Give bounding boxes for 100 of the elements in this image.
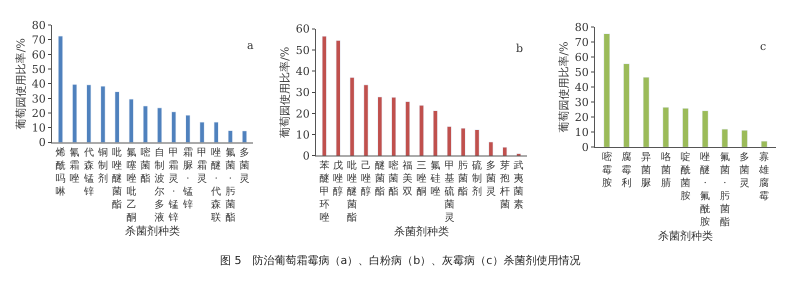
y-tick-label: 70 [32,34,46,47]
y-tick-label: 80 [32,18,46,32]
x-tick-label: 甲霜灵·锰锌 [168,147,179,224]
bar [682,108,689,148]
bar [623,64,630,148]
y-tick-label: 60 [296,22,310,36]
bar [662,107,670,148]
x-tick-label: 氟菌·肟菌酯 [225,147,236,224]
x-tick-label: 烯酰吗啉 [55,146,66,198]
x-tick-label: 寡雄腐霉 [758,151,770,202]
bar [322,36,327,156]
x-tick-label: 嘧霉胺 [602,151,612,190]
bar [419,105,424,156]
bar [128,98,134,142]
x-tick-label: 代森锰锌 [82,147,94,198]
y-tick-label: 0 [582,141,589,154]
x-tick-label: 多菌灵 [740,151,750,190]
bar [433,110,438,156]
y-tick-label: 30 [574,96,589,109]
bar [702,110,708,148]
bar [171,112,176,142]
x-tick-label: 氟菌·肟菌酯 [720,152,730,228]
y-tick-label: 0 [302,150,310,163]
y-tick-label: 20 [574,110,589,124]
annotation: c [760,40,766,53]
x-tick-label: 三唑酮 [416,160,426,198]
caption: 图 5 防治葡萄霜霉病（a）、白粉病（b）、灰霉病（c）杀菌剂使用情况 [220,254,580,267]
x-tick-label: 福美双 [402,160,413,198]
bar [446,126,452,156]
x-tick-label: 嘧菌酯 [140,146,150,184]
bar [474,129,480,156]
bar [760,140,768,148]
x-tick-label: 戊唑醇 [333,160,344,198]
bar [200,122,204,142]
y-tick-label: 40 [296,65,310,78]
y-tick-label: 80 [574,20,589,34]
x-tick-label: 氰霜唑 [70,147,80,184]
bar [336,40,341,156]
y-tick-label: 70 [574,36,589,49]
y-tick-label: 40 [32,78,46,91]
bar [242,130,247,142]
x-tick-label: 唑醚·氟酰胺 [700,151,710,228]
bar [460,128,466,156]
bar [86,84,92,142]
bar [488,142,494,156]
y-tick-label: 10 [296,128,310,142]
bar [157,108,162,142]
y-tick-label: 40 [574,80,589,94]
y-axis-title: 葡萄园使用比率/% [14,38,28,130]
bar [405,101,410,156]
bar [502,147,508,156]
bar [350,77,354,156]
y-tick-label: 50 [32,62,46,76]
y-tick-label: 60 [32,48,46,62]
y-tick-label: 0 [38,136,46,150]
x-tick-label: 咯菌腈 [660,152,671,190]
x-tick-label: 硫制剂 [472,160,482,198]
bar [186,115,190,142]
bar [72,84,78,142]
y-axis-title: 葡萄园使用比率/% [557,41,570,133]
x-tick-label: 己唑醇 [360,160,371,198]
x-tick-label: 嘧菌酯 [388,160,399,198]
x-tick-label: 铜制剂 [96,147,108,184]
bar [378,96,382,156]
x-tick-label: 甲霜灵 [197,147,208,184]
x-tick-label: 异菌脲 [641,152,652,190]
x-tick-label: 啶酰菌胺 [680,151,690,202]
x-tick-label: 肟菌酯 [458,160,468,198]
bar [722,128,728,148]
x-tick-label: 甲基硫菌灵 [444,160,454,224]
x-tick-label: 氟硅唑 [429,160,440,198]
bar [214,122,219,142]
y-tick-label: 60 [574,50,589,64]
bar [58,36,63,142]
x-tick-label: 苯醚甲环唑 [319,160,330,224]
y-tick-label: 30 [296,86,310,100]
x-tick-label: 芽孢杆菌 [498,160,510,211]
x-axis-title: 杀菌剂种类 [394,224,449,238]
bar [604,33,610,148]
x-axis-title: 杀菌剂种类 [658,229,713,242]
y-tick-label: 50 [296,44,310,57]
bar [228,130,233,142]
bar [143,106,148,142]
x-tick-label: 腐霉利 [621,151,632,190]
bar [114,92,120,142]
x-tick-label: 多菌灵 [240,146,250,184]
x-tick-label: 氟噻唑吡乙酮 [126,147,136,224]
x-tick-label: 醚菌酯 [374,160,385,198]
bar [741,130,748,148]
x-tick-label: 多菌灵 [486,160,496,198]
x-axis-title: 杀菌剂种类 [125,224,180,238]
y-axis-title: 葡萄园使用比率/% [278,46,292,138]
y-tick-label: 10 [32,122,46,135]
bar [642,77,650,148]
x-tick-label: 自制波尔多液 [154,146,165,224]
y-tick-label: 50 [574,66,589,79]
x-tick-label: 武夷菌素 [514,160,524,211]
annotation: a [247,39,254,52]
y-tick-label: 20 [296,107,310,120]
x-tick-label: 吡唑醚菌酯 [347,160,358,224]
